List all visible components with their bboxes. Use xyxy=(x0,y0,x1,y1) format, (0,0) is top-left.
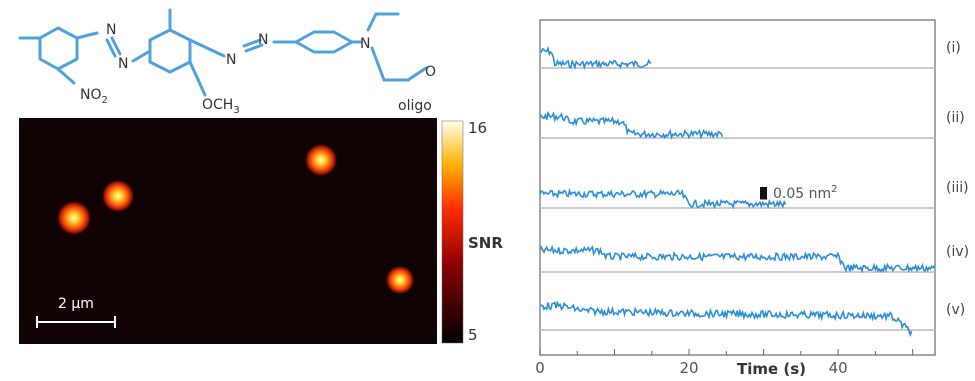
trace-separators xyxy=(540,67,935,331)
colorbar-title: SNR xyxy=(468,234,503,252)
atom-label-o: O xyxy=(425,64,436,80)
trace-line xyxy=(539,244,936,274)
atom-label-n: N xyxy=(226,52,236,68)
series-label: (iii) xyxy=(946,180,969,196)
fluorescence-image-panel: 2 μm xyxy=(19,118,437,344)
benzene-ring-2 xyxy=(148,28,192,74)
atom-label-n: N xyxy=(118,56,128,72)
x-tick-label: 40 xyxy=(829,359,848,377)
atom-label-oligo: oligo xyxy=(398,98,432,114)
x-axis-ticks: 0 20 40 xyxy=(535,349,914,377)
fluorescent-spot xyxy=(56,200,92,236)
atom-label-n: N xyxy=(106,22,116,38)
molecule-structure xyxy=(18,8,428,97)
x-tick-label: 0 xyxy=(535,359,545,377)
y-scale-bar-label: 0.05 nm2 xyxy=(773,184,838,202)
traces-chart: (i) (ii) (iii) (iv) (v) 0 20 40 0.05 nm2 Time … xyxy=(535,19,969,378)
benzene-ring-1 xyxy=(38,26,79,71)
atom-label-no2: NO2 xyxy=(80,87,108,106)
colorbar-min-label: 5 xyxy=(468,326,478,344)
atom-label-och3: OCH3 xyxy=(202,97,240,116)
atom-label-n: N xyxy=(258,32,268,48)
benzene-ring-3 xyxy=(294,30,354,54)
trace-line xyxy=(539,110,724,140)
fluorescent-spot xyxy=(304,143,338,177)
image-background xyxy=(19,118,437,344)
colorbar-gradient xyxy=(441,120,464,344)
trace-line xyxy=(539,187,787,210)
series-label: (i) xyxy=(946,40,961,56)
fluorescent-spot xyxy=(101,179,135,213)
molecule-atom-labels: N N NO2 N N OCH3 N O oligo xyxy=(80,22,436,116)
series-label: (ii) xyxy=(946,110,965,126)
x-tick-label: 20 xyxy=(680,359,699,377)
series-label: (v) xyxy=(946,302,965,318)
scale-bar-label: 2 μm xyxy=(58,296,94,312)
plot-frame xyxy=(539,19,936,356)
y-scale-bar xyxy=(760,187,767,200)
x-axis-label: Time (s) xyxy=(737,360,806,378)
trace-line xyxy=(539,300,913,338)
fluorescent-spot xyxy=(385,265,415,295)
trace-line xyxy=(539,46,652,71)
series-labels: (i) (ii) (iii) (iv) (v) xyxy=(946,40,969,318)
colorbar-max-label: 16 xyxy=(468,119,487,137)
colorbar: 16 5 SNR xyxy=(441,119,503,344)
series-label: (iv) xyxy=(946,244,969,260)
atom-label-n: N xyxy=(360,36,370,52)
trace-lines xyxy=(539,46,936,338)
